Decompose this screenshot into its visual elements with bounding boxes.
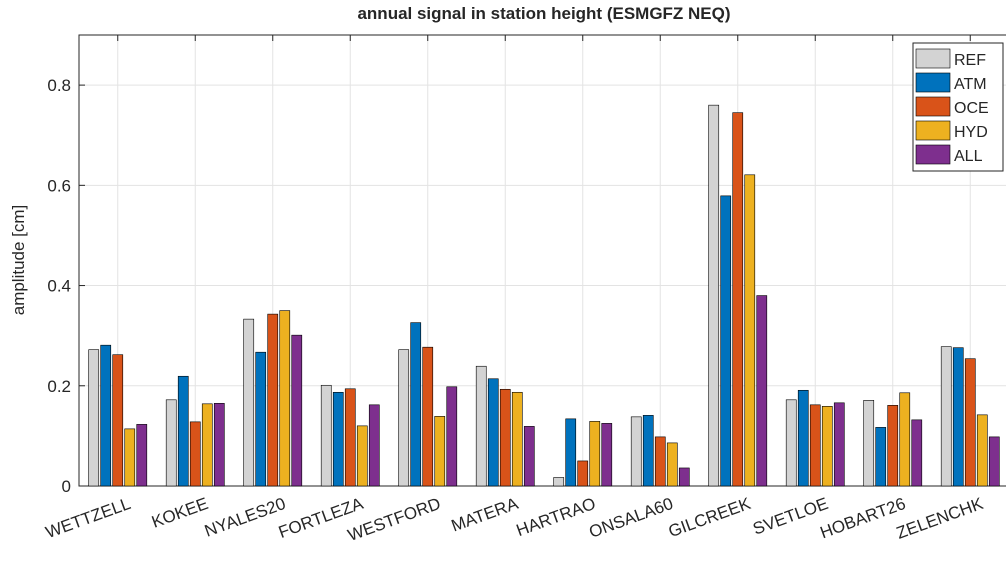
- legend-label: HYD: [954, 124, 988, 141]
- bar: [332, 391, 344, 487]
- legend-swatch: [915, 120, 951, 141]
- bar: [940, 346, 952, 487]
- bar: [976, 414, 988, 487]
- bar: [577, 460, 589, 487]
- bar: [213, 403, 225, 487]
- legend-label: ALL: [954, 148, 983, 165]
- bar: [708, 104, 720, 487]
- chart-title: annual signal in station height (ESMGFZ …: [357, 4, 730, 23]
- bar: [511, 391, 523, 487]
- bar: [267, 313, 279, 487]
- bar: [821, 406, 833, 487]
- bar: [589, 421, 601, 487]
- bar: [964, 358, 976, 487]
- bar: [899, 392, 911, 487]
- x-tick-label: ZELENCHK: [894, 494, 986, 543]
- bar: [732, 112, 744, 487]
- bar: [654, 436, 666, 487]
- bar: [744, 174, 756, 487]
- bar: [291, 334, 303, 487]
- bar: [887, 405, 899, 487]
- x-tick-label: HOBART26: [818, 494, 909, 542]
- legend-swatch: [915, 144, 951, 165]
- legend: REF ATM OCE HYD ALL: [912, 42, 1004, 172]
- legend-label: REF: [954, 52, 986, 69]
- bar: [833, 402, 845, 487]
- bar: [809, 404, 821, 487]
- bar: [136, 424, 148, 487]
- bar: [410, 322, 422, 487]
- bar: [88, 349, 100, 487]
- bar: [875, 427, 887, 487]
- legend-swatch: [915, 48, 951, 69]
- x-tick-label: MATERA: [449, 494, 522, 536]
- bar: [988, 436, 1000, 487]
- bar: [499, 388, 511, 487]
- y-tick-label: 0.8: [47, 76, 71, 95]
- bar: [565, 418, 577, 487]
- legend-swatch: [915, 96, 951, 117]
- bar: [666, 442, 678, 487]
- bar: [797, 389, 809, 487]
- bar: [446, 386, 458, 487]
- legend-swatch: [915, 72, 951, 93]
- bar: [601, 423, 613, 487]
- bar: [320, 384, 332, 487]
- y-tick-label: 0.4: [47, 277, 71, 296]
- bar: [553, 477, 565, 487]
- x-tick-label: WETTZELL: [43, 494, 133, 542]
- bar: [368, 404, 380, 487]
- bar: [165, 399, 177, 487]
- bar: [189, 421, 201, 487]
- bar: [523, 426, 535, 487]
- x-tick-label: KOKEE: [149, 494, 211, 532]
- bar: [177, 375, 189, 487]
- bar: [100, 344, 112, 487]
- bar: [344, 388, 356, 487]
- bar: [487, 378, 499, 487]
- bar: [398, 349, 410, 487]
- bar: [785, 399, 797, 487]
- plot-frame: [78, 34, 1006, 487]
- bar: [678, 467, 690, 487]
- bar: [952, 347, 964, 487]
- y-tick-label: 0: [62, 477, 71, 496]
- bar: [756, 295, 768, 487]
- bar: [475, 365, 487, 487]
- x-tick-label: NYALES20: [202, 494, 288, 541]
- bar: [911, 419, 923, 487]
- bar: [243, 318, 255, 487]
- legend-label: OCE: [954, 100, 989, 117]
- bar: [863, 400, 875, 487]
- y-tick-label: 0.2: [47, 377, 71, 396]
- bar: [279, 310, 291, 487]
- bar: [356, 425, 368, 487]
- y-tick-label: 0.6: [47, 176, 71, 195]
- y-axis-label: amplitude [cm]: [9, 205, 28, 316]
- bar: [630, 416, 642, 487]
- bar: [255, 351, 267, 487]
- bar: [422, 346, 434, 487]
- bar: [112, 354, 124, 487]
- bar: [434, 416, 446, 487]
- bar: [642, 415, 654, 487]
- x-tick-label: HARTRAO: [514, 494, 598, 540]
- bar: [124, 428, 136, 487]
- legend-label: ATM: [954, 76, 987, 93]
- bar: [720, 195, 732, 487]
- bar: [201, 403, 213, 487]
- x-tick-label: GILCREEK: [666, 494, 754, 541]
- x-tick-label: ONSALA60: [587, 494, 676, 542]
- x-tick-label: SVETLOE: [750, 494, 830, 539]
